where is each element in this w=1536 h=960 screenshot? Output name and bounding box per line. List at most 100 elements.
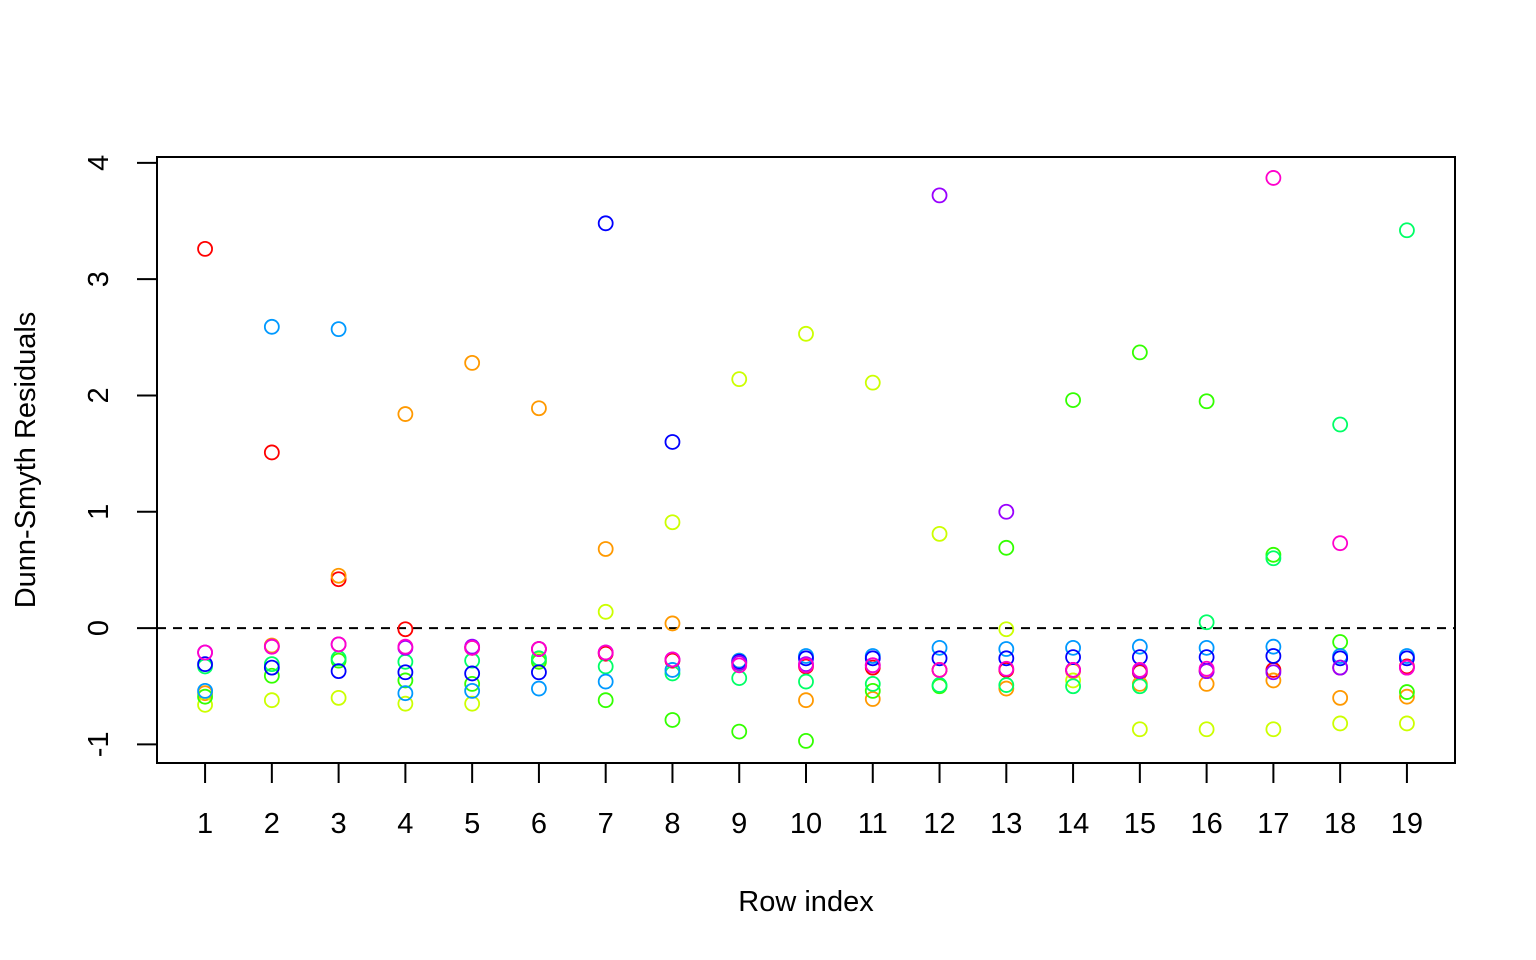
data-point [864, 676, 881, 692]
data-point [1265, 721, 1282, 738]
data-point [397, 695, 414, 712]
data-point [998, 677, 1015, 693]
data-point [197, 682, 213, 699]
data-point [597, 603, 614, 620]
x-tick-label: 9 [731, 808, 747, 840]
data-point [1399, 715, 1415, 732]
data-point [1399, 650, 1415, 667]
data-point [397, 638, 414, 655]
data-point [263, 667, 280, 684]
x-tick-label: 11 [858, 808, 888, 840]
data-point [397, 406, 414, 422]
data-point [263, 444, 280, 461]
x-tick-label: 8 [664, 808, 680, 840]
y-axis: -1 0 1 2 3 4 [83, 155, 157, 757]
data-point [1332, 715, 1349, 732]
data-point [1065, 649, 1081, 666]
data-point [531, 641, 547, 657]
data-point [1265, 638, 1282, 655]
data-point [998, 641, 1015, 657]
data-point [397, 685, 414, 702]
data-point [864, 657, 881, 674]
y-tick-label: 2 [83, 387, 115, 403]
data-point [197, 240, 213, 257]
data-points [197, 170, 1415, 749]
x-tick-label: 17 [1257, 808, 1289, 840]
x-tick-label: 7 [598, 808, 614, 840]
x-tick-label: 12 [923, 808, 955, 840]
data-point [1198, 660, 1215, 677]
x-tick-label: 16 [1190, 808, 1222, 840]
data-point [1198, 614, 1215, 631]
x-tick-label: 14 [1057, 808, 1089, 840]
y-tick-label: 4 [83, 155, 115, 171]
data-point [464, 665, 481, 682]
data-point [731, 723, 748, 740]
data-point [531, 664, 547, 681]
data-point [931, 639, 948, 656]
data-point [1399, 688, 1415, 705]
data-point [397, 621, 414, 638]
data-point [330, 571, 347, 588]
y-axis-title: Dunn-Smyth Residuals [10, 312, 42, 609]
data-point [1198, 393, 1215, 410]
data-point [731, 371, 748, 388]
data-point [1198, 639, 1215, 656]
data-point [1332, 634, 1349, 650]
data-point [1065, 662, 1081, 678]
y-tick-label: 3 [83, 271, 115, 287]
x-tick-label: 19 [1391, 808, 1423, 840]
data-point [597, 673, 614, 690]
data-point [1198, 676, 1215, 692]
data-point [464, 639, 481, 656]
data-point [931, 650, 948, 667]
data-point [1399, 659, 1415, 676]
data-point [798, 650, 814, 667]
data-point [664, 662, 681, 678]
data-point [197, 644, 213, 661]
data-point [197, 688, 213, 705]
data-point [998, 650, 1015, 667]
data-point [1065, 672, 1081, 689]
data-point [998, 680, 1015, 697]
x-tick-label: 1 [197, 808, 213, 840]
data-point [998, 503, 1015, 520]
data-point [998, 539, 1015, 556]
data-point [330, 636, 347, 653]
x-tick-label: 18 [1324, 808, 1356, 840]
data-point [664, 712, 681, 728]
data-point [931, 525, 948, 542]
data-point [1131, 662, 1148, 678]
data-point [1065, 678, 1081, 695]
data-point [330, 663, 347, 680]
data-point [664, 615, 681, 632]
data-point [263, 638, 280, 655]
data-point [263, 659, 280, 676]
x-tick-label: 6 [531, 808, 547, 840]
data-point [1265, 672, 1282, 689]
data-point [197, 656, 213, 673]
data-point [931, 677, 948, 693]
data-point [263, 692, 280, 709]
data-point [397, 672, 414, 689]
data-point [330, 567, 347, 584]
data-point [1265, 664, 1282, 681]
data-point [1131, 721, 1148, 738]
y-tick-label: -1 [83, 731, 115, 757]
data-point [330, 689, 347, 706]
data-point [397, 664, 414, 681]
data-point [798, 733, 814, 749]
data-point [531, 400, 547, 417]
data-point [1399, 222, 1415, 239]
data-point [1131, 678, 1148, 695]
data-point [330, 321, 347, 338]
data-point [1265, 550, 1282, 567]
data-point [798, 657, 814, 674]
data-point [1332, 659, 1349, 676]
data-point [1065, 639, 1081, 656]
data-point [1265, 170, 1282, 186]
data-point [464, 695, 481, 712]
data-point [1399, 684, 1415, 700]
data-point [263, 318, 280, 335]
